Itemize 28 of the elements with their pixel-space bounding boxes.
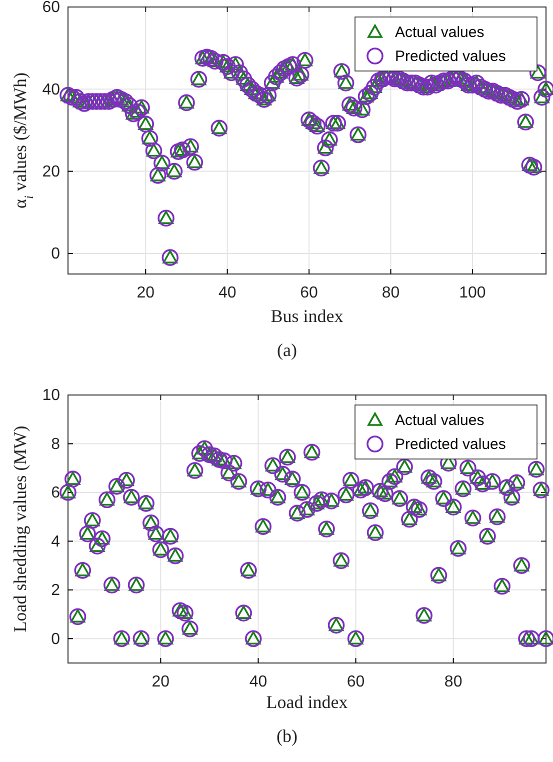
legend-label: Actual values [395, 24, 484, 41]
y-tick-label: 6 [51, 484, 60, 502]
x-tick-label: 60 [300, 284, 318, 302]
y-tick-label: 0 [51, 246, 60, 263]
text: (a) [277, 340, 297, 360]
y-tick-label: 20 [42, 163, 60, 180]
y-tick-label: 10 [42, 387, 60, 404]
x-tick-label: 80 [382, 284, 400, 302]
y-tick-label: 40 [42, 81, 60, 98]
legend-label: Predicted values [395, 48, 506, 65]
text: (b) [276, 726, 298, 746]
x-axis-title: Bus index [270, 306, 344, 326]
y-axis-title: Load shedding values (MW) [10, 426, 30, 632]
x-tick-label: 60 [346, 673, 365, 690]
x-axis-title: Load index [266, 692, 348, 712]
x-tick-label: 20 [136, 284, 155, 302]
x-tick-label: 40 [249, 673, 268, 690]
legend-label: Actual values [395, 412, 484, 429]
x-tick-label: 80 [444, 673, 462, 690]
x-tick-label: 100 [459, 284, 486, 302]
legend-label: Predicted values [395, 436, 506, 453]
y-tick-label: 60 [42, 0, 60, 16]
x-tick-label: 40 [218, 284, 236, 302]
y-tick-label: 0 [51, 630, 60, 648]
y-tick-label: 4 [51, 533, 60, 550]
x-tick-label: 20 [152, 673, 170, 690]
y-tick-label: 8 [51, 436, 60, 453]
y-tick-label: 2 [51, 582, 60, 600]
